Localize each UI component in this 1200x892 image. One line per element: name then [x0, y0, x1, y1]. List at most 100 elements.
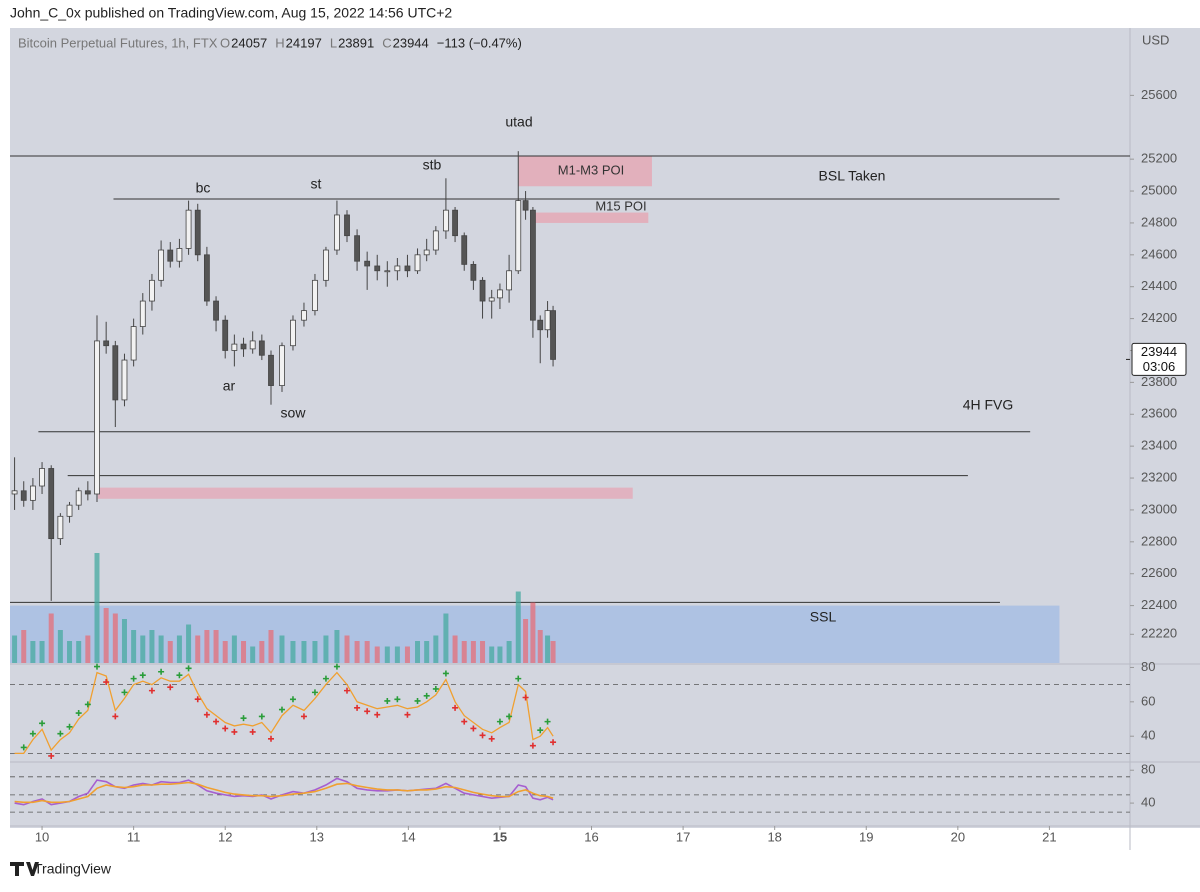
volume-bar — [384, 646, 390, 663]
annotation: utad — [505, 114, 532, 130]
candle-body — [121, 359, 128, 401]
candle-body — [249, 340, 256, 350]
y-tick-label: 23200 — [1141, 469, 1177, 484]
volume-bar — [231, 635, 237, 663]
candle-body — [84, 490, 91, 495]
tv-logo — [10, 862, 39, 876]
volume-bar — [290, 641, 296, 663]
volume-bar — [121, 619, 127, 663]
volume-bar — [94, 553, 100, 663]
volume-bar — [480, 641, 486, 663]
volume-bar — [394, 646, 400, 663]
y-tick-label: 24400 — [1141, 278, 1177, 293]
y-tick-label: 24600 — [1141, 246, 1177, 261]
candle-body — [452, 209, 458, 237]
rsi-marker — [84, 701, 91, 708]
zone — [530, 212, 649, 223]
rsi-marker — [203, 711, 210, 718]
x-tick-label: 16 — [584, 829, 598, 844]
rsi-marker — [442, 670, 449, 677]
zone — [518, 155, 652, 187]
x-tick-label: 17 — [676, 829, 690, 844]
candle-body — [94, 340, 100, 495]
candle-body — [75, 490, 82, 506]
candle-body — [279, 345, 285, 386]
candle-body — [497, 289, 503, 299]
volume-bar — [204, 630, 210, 663]
candle-body — [103, 340, 110, 347]
rsi-marker — [213, 718, 220, 725]
rsi-marker — [470, 725, 477, 732]
last-price: 23944 — [1141, 344, 1177, 359]
candle-body — [506, 270, 513, 291]
volume-bar — [334, 630, 340, 663]
rsi-marker — [39, 720, 46, 727]
volume-bar — [506, 641, 512, 663]
volume-bar — [470, 641, 476, 663]
annotation: 4H FVG — [963, 397, 1014, 413]
candle-body — [213, 300, 219, 321]
candle-body — [530, 209, 536, 321]
rsi-marker — [537, 727, 544, 734]
candle-body — [312, 279, 318, 312]
candle-body — [550, 310, 556, 360]
legend-value: 24197 — [286, 35, 322, 50]
volume-bar — [48, 613, 54, 663]
x-tick-label: 20 — [951, 829, 965, 844]
volume-bar — [259, 641, 265, 663]
y-tick-label: 80 — [1141, 762, 1155, 777]
legend-value: 24057 — [231, 35, 267, 50]
rsi-marker — [112, 713, 119, 720]
rsi-marker — [185, 665, 192, 672]
rsi-marker — [249, 728, 256, 735]
x-tick-label: 15 — [493, 829, 507, 844]
volume-bar — [523, 619, 529, 663]
rsi-marker — [333, 663, 340, 670]
rsi-marker — [311, 689, 318, 696]
candle-body — [344, 214, 350, 237]
candle-body — [515, 200, 522, 272]
candle-body — [176, 248, 183, 262]
footer: TradingView — [34, 861, 112, 877]
x-tick-label: 18 — [767, 829, 781, 844]
legend-key: O — [220, 35, 230, 50]
volume-bar — [443, 613, 449, 663]
y-tick-label: 22220 — [1141, 626, 1177, 641]
volume-bar — [67, 641, 73, 663]
legend-key: C — [382, 35, 391, 50]
y-tick-label: 22400 — [1141, 597, 1177, 612]
volume-bar — [131, 630, 137, 663]
candle-body — [258, 340, 265, 356]
rsi-marker — [20, 744, 27, 751]
candle-body — [364, 260, 371, 267]
annotation: sow — [281, 405, 307, 421]
volume-bar — [489, 646, 495, 663]
volume-bar — [12, 635, 18, 663]
candle-body — [414, 254, 421, 272]
volume-bar — [103, 608, 109, 663]
rsi-marker — [93, 663, 100, 670]
rsi-marker — [258, 713, 265, 720]
volume-bar — [545, 635, 551, 663]
rsi-marker — [404, 711, 411, 718]
y-tick-label: 80 — [1141, 659, 1155, 674]
volume-bar — [112, 613, 118, 663]
y-tick-label: 22600 — [1141, 565, 1177, 580]
rsi-marker — [461, 718, 468, 725]
rsi-marker — [29, 730, 36, 737]
candle-body — [48, 468, 55, 540]
volume-bar — [497, 646, 503, 663]
legend-key: H — [275, 35, 284, 50]
candle-body — [39, 468, 45, 487]
annotation: M15 POI — [595, 198, 646, 213]
candle-body — [432, 230, 439, 251]
y-tick-label: 24800 — [1141, 214, 1177, 229]
rsi-marker — [506, 713, 513, 720]
candle-body — [461, 235, 468, 265]
legend-value: 23944 — [393, 35, 429, 50]
volume-bar — [222, 641, 228, 663]
candle-body — [167, 249, 174, 262]
volume-bar — [186, 624, 192, 663]
x-tick-label: 10 — [35, 829, 49, 844]
